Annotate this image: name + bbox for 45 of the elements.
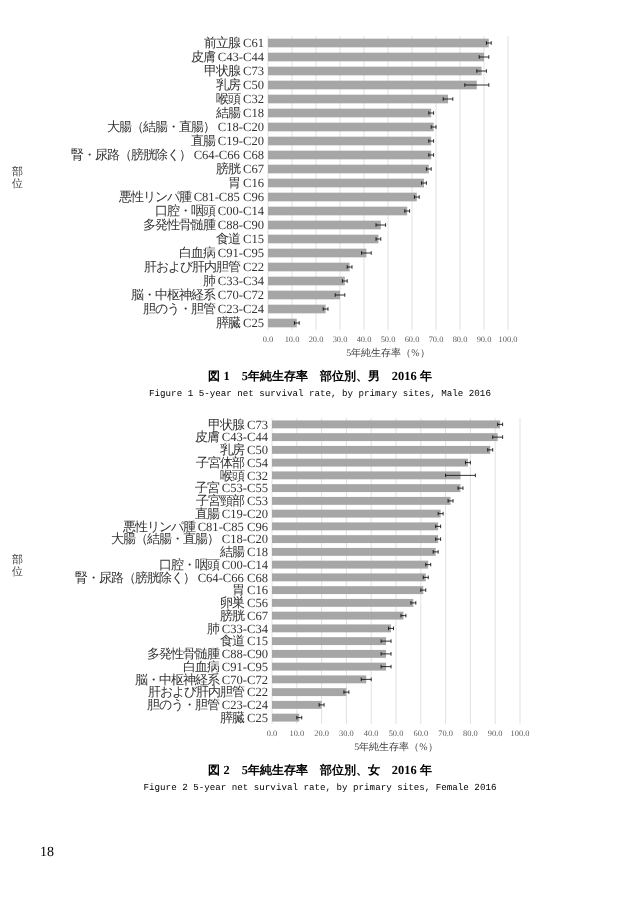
bar [272,547,436,556]
bar [272,509,441,518]
bar [268,136,432,146]
bar [268,276,345,286]
bar [268,206,408,216]
bar [272,484,461,493]
bar [272,560,429,569]
bar [272,637,387,646]
bar [268,248,367,258]
bar [268,52,484,62]
bar [272,675,367,684]
bar [272,688,347,697]
bar [268,38,489,48]
bar [268,122,434,132]
bar [268,192,417,202]
bar [268,94,448,104]
bar [272,573,426,582]
bar [272,700,322,709]
bar [268,290,340,300]
bar [268,220,381,230]
bar [272,458,468,467]
bar [272,611,404,620]
bar [272,420,501,429]
bar [268,234,379,244]
bar [272,624,392,633]
bar [272,598,414,607]
bar [272,662,387,671]
bar [272,433,498,442]
bar [268,318,297,328]
bar [272,713,300,722]
bar [268,304,326,314]
bar [268,66,482,76]
bar [272,535,439,544]
bar [268,80,477,90]
bar [272,445,491,454]
bar [272,586,424,595]
bar [268,150,432,160]
bar [268,178,424,188]
bar [268,108,432,118]
bar [272,496,451,505]
bar [272,471,461,480]
bar [268,262,350,272]
bar [272,522,439,531]
bar [268,164,429,174]
bar [272,649,387,658]
